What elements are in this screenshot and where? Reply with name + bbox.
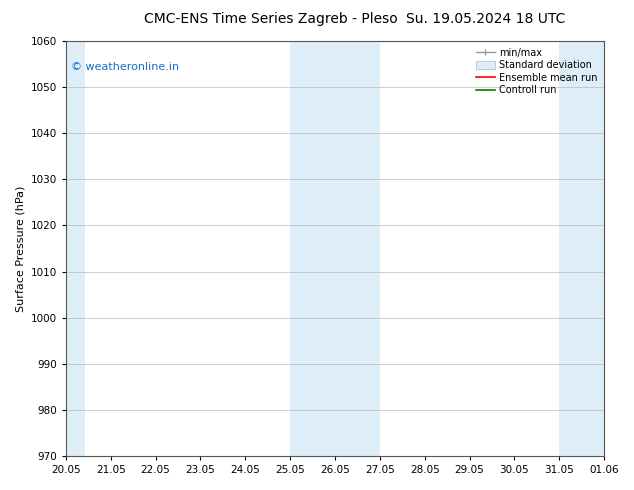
Y-axis label: Surface Pressure (hPa): Surface Pressure (hPa)	[15, 185, 25, 312]
Bar	[559, 41, 608, 456]
Text: © weatheronline.in: © weatheronline.in	[71, 62, 179, 72]
Text: CMC-ENS Time Series Zagreb - Pleso: CMC-ENS Time Series Zagreb - Pleso	[143, 12, 398, 26]
Bar	[62, 41, 85, 456]
Legend: min/max, Standard deviation, Ensemble mean run, Controll run: min/max, Standard deviation, Ensemble me…	[474, 46, 599, 97]
Bar	[290, 41, 380, 456]
Text: Su. 19.05.2024 18 UTC: Su. 19.05.2024 18 UTC	[406, 12, 566, 26]
